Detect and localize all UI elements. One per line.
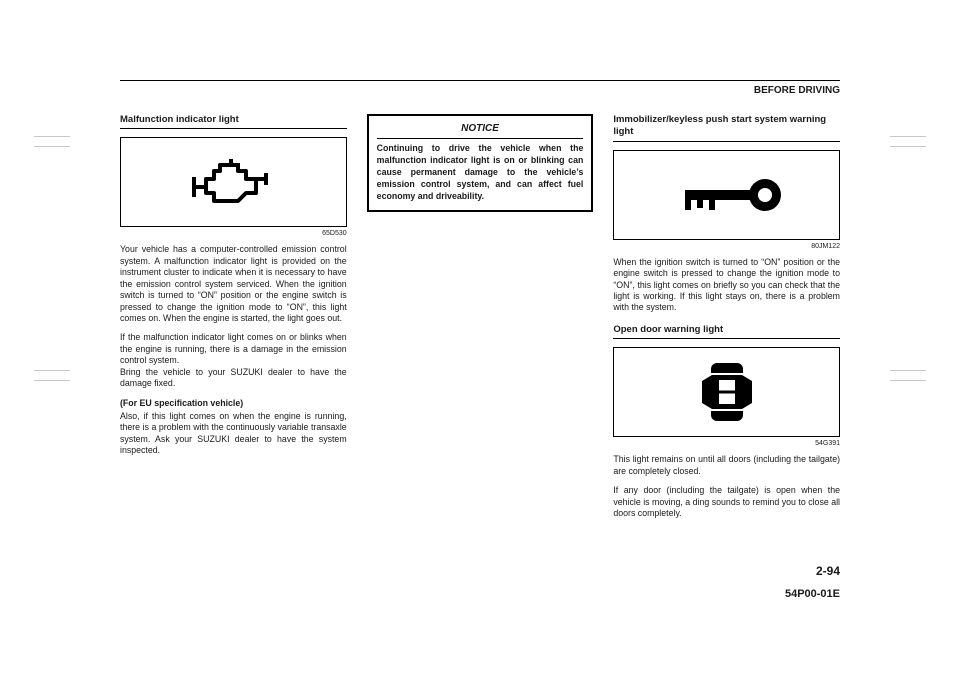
door-fig-code: 54G391: [613, 439, 840, 448]
mil-title: Malfunction indicator light: [120, 114, 347, 129]
mil-para-3-bold: (For EU specification vehicle): [120, 398, 347, 409]
content-columns: Malfunction indicator light 65D530 Your …: [120, 114, 840, 527]
door-figure: [613, 347, 840, 437]
mil-para-2b: Bring the vehicle to your SUZUKI dealer …: [120, 367, 347, 390]
mil-para-2: If the malfunction indicator light comes…: [120, 332, 347, 366]
column-1: Malfunction indicator light 65D530 Your …: [120, 114, 347, 527]
car-door-icon: [692, 357, 762, 427]
mil-fig-code: 65D530: [120, 229, 347, 238]
trim-mark: [34, 370, 70, 371]
doc-code: 54P00-01E: [785, 588, 840, 600]
watermark: carmanualsonline.info: [0, 630, 960, 664]
column-3: Immobilizer/keyless push start system wa…: [613, 114, 840, 527]
notice-title: NOTICE: [377, 122, 584, 139]
trim-mark: [890, 146, 926, 147]
door-para-1: This light remains on until all doors (i…: [613, 454, 840, 477]
mil-para-3: Also, if this light comes on when the en…: [120, 411, 347, 457]
immobilizer-fig-code: 80JM122: [613, 242, 840, 251]
trim-mark: [890, 370, 926, 371]
notice-body: Continuing to drive the vehicle when the…: [377, 143, 584, 202]
trim-mark: [34, 146, 70, 147]
trim-mark: [34, 380, 70, 381]
header-section: BEFORE DRIVING: [120, 85, 840, 96]
notice-box: NOTICE Continuing to drive the vehicle w…: [367, 114, 594, 212]
page: BEFORE DRIVING Malfunction indicator lig…: [120, 80, 840, 600]
door-title: Open door warning light: [613, 324, 840, 339]
mil-para-1: Your vehicle has a computer-controlled e…: [120, 244, 347, 324]
immobilizer-title: Immobilizer/keyless push start system wa…: [613, 114, 840, 142]
trim-mark: [890, 136, 926, 137]
trim-mark: [890, 380, 926, 381]
engine-icon: [188, 155, 278, 210]
header-rule: [120, 80, 840, 81]
key-icon: [667, 170, 787, 220]
door-para-2: If any door (including the tailgate) is …: [613, 485, 840, 519]
page-number: 2-94: [816, 564, 840, 578]
immobilizer-figure: [613, 150, 840, 240]
mil-figure: [120, 137, 347, 227]
trim-mark: [34, 136, 70, 137]
immobilizer-para: When the ignition switch is turned to “O…: [613, 257, 840, 314]
column-2: NOTICE Continuing to drive the vehicle w…: [367, 114, 594, 527]
